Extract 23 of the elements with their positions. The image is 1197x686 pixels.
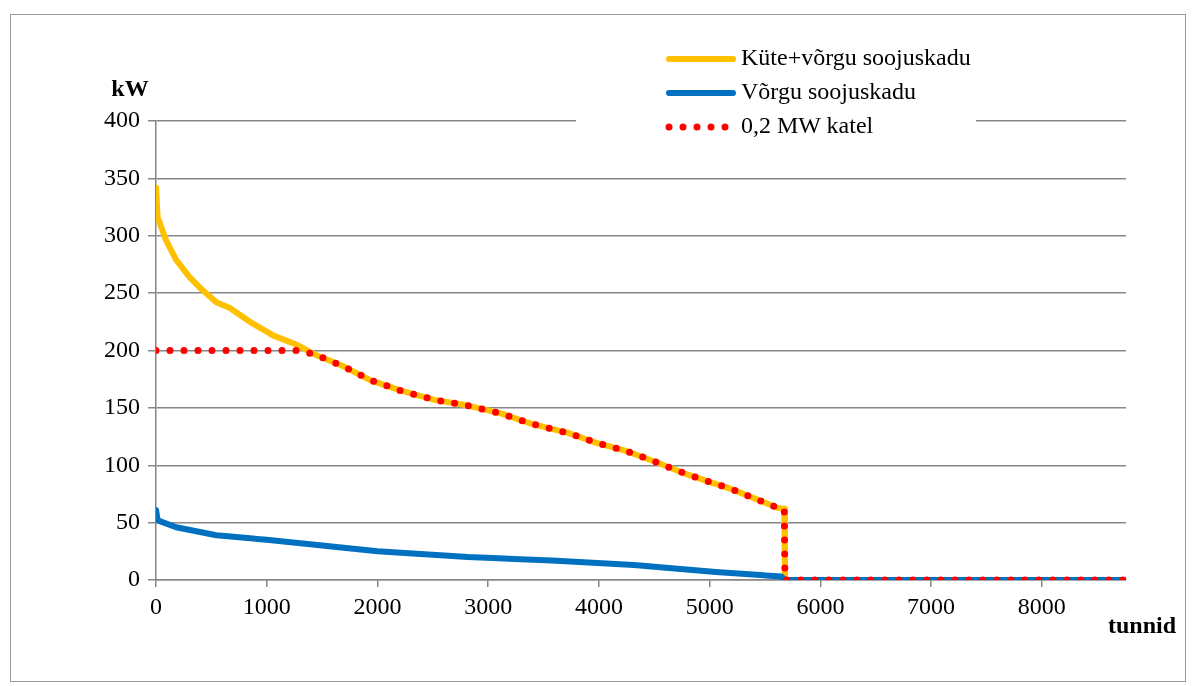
y-tick-label: 400: [104, 106, 140, 133]
y-tick-label: 50: [116, 507, 140, 534]
y-tick-label: 0: [128, 565, 140, 592]
x-tick-label: 6000: [796, 592, 845, 619]
x-tick-label: 2000: [353, 592, 402, 619]
x-tick-label: 3000: [464, 592, 513, 619]
y-tick-label: 100: [104, 450, 140, 477]
x-tick-label: 4000: [574, 592, 623, 619]
legend-label: 0,2 MW katel: [741, 112, 874, 139]
y-tick-label: 250: [104, 278, 140, 305]
y-tick-label: 350: [104, 163, 140, 190]
y-tick-label: 150: [104, 393, 140, 420]
x-tick-label: 8000: [1017, 592, 1066, 619]
legend-label: Küte+võrgu soojuskadu: [741, 44, 971, 71]
x-tick-label: 5000: [685, 592, 734, 619]
y-tick-label: 200: [104, 335, 140, 362]
x-axis-title: tunnid: [1107, 612, 1177, 639]
x-tick-label: 0: [150, 592, 162, 619]
x-tick-label: 1000: [242, 592, 291, 619]
y-tick-label: 300: [104, 221, 140, 248]
x-tick-label: 7000: [907, 592, 956, 619]
y-axis-title: kW: [111, 75, 149, 102]
legend-label: Võrgu soojuskadu: [741, 78, 916, 105]
